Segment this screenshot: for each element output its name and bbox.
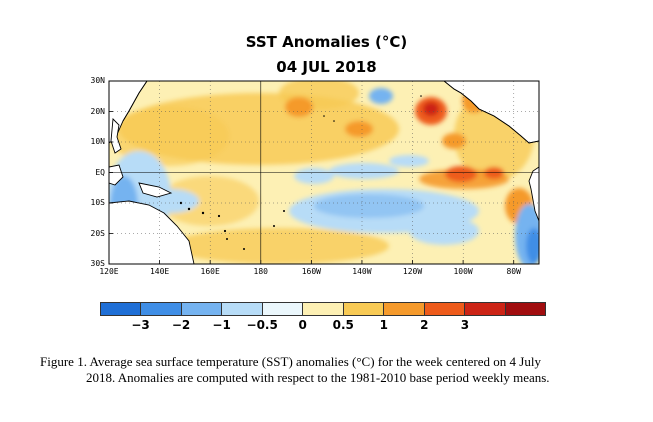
colorbar-label: 3 <box>460 318 470 332</box>
colorbar-swatch <box>141 303 182 315</box>
colorbar <box>100 302 546 316</box>
colorbar-swatch <box>465 303 506 315</box>
lon-label: 80W <box>506 267 521 276</box>
borneo-land <box>109 164 124 186</box>
colorbar-swatch <box>424 303 466 315</box>
colorbar-label: 0 <box>298 318 307 332</box>
lat-label: 30N <box>90 76 105 85</box>
new-guinea-land <box>138 182 173 198</box>
lon-label: 120E <box>99 267 119 276</box>
lat-label: EQ <box>95 167 105 177</box>
figure-caption: Figure 1. Average sea surface temperatur… <box>40 354 630 386</box>
colorbar-label: −3 <box>131 318 150 332</box>
grid-lines <box>109 81 539 264</box>
islands <box>179 95 422 250</box>
lon-label: 160E <box>200 267 220 276</box>
lat-label: 20S <box>90 228 105 238</box>
lon-label: 100W <box>453 267 473 276</box>
sst-anomaly-map <box>108 80 540 265</box>
colorbar-label: 0.5 <box>332 318 354 332</box>
colorbar-swatch <box>303 303 344 315</box>
colorbar-label: 1 <box>379 318 388 332</box>
lon-label: 140E <box>149 267 170 276</box>
land-masses <box>109 81 539 264</box>
colorbar-label: 2 <box>420 318 429 332</box>
colorbar-label: −2 <box>171 318 191 332</box>
colorbar-swatch <box>343 303 385 315</box>
colorbar-label: −1 <box>212 318 231 332</box>
philippines-land <box>110 118 122 154</box>
lon-label: 160W <box>301 267 321 276</box>
map-title: SST Anomalies (°C) <box>245 33 408 51</box>
map-date: 04 JUL 2018 <box>276 58 377 76</box>
colorbar-swatch <box>262 303 304 315</box>
caption-line-1: Figure 1. Average sea surface temperatur… <box>40 354 541 369</box>
lat-label: 30S <box>90 259 105 268</box>
coast-outlines <box>122 81 539 144</box>
lat-label: 20N <box>90 106 105 116</box>
colorbar-swatch <box>101 303 142 315</box>
colorbar-swatch <box>384 303 425 315</box>
colorbar-swatch <box>222 303 263 315</box>
south-america-land <box>528 166 539 222</box>
australia-land <box>109 200 195 264</box>
grid-dotted <box>109 81 539 264</box>
map-canvas <box>108 80 540 265</box>
axis-ticks <box>108 80 515 265</box>
lat-label: 10S <box>90 198 105 207</box>
colorbar-swatch <box>505 303 545 315</box>
lat-label: 10N <box>90 137 105 146</box>
lon-label: 140W <box>352 267 372 276</box>
lon-label: 120W <box>402 267 423 276</box>
lon-label: 180 <box>253 267 268 276</box>
colorbar-swatch <box>181 303 223 315</box>
caption-line-2: 2018. Anomalies are computed with respec… <box>86 370 550 385</box>
colorbar-label: −0.5 <box>246 318 278 332</box>
